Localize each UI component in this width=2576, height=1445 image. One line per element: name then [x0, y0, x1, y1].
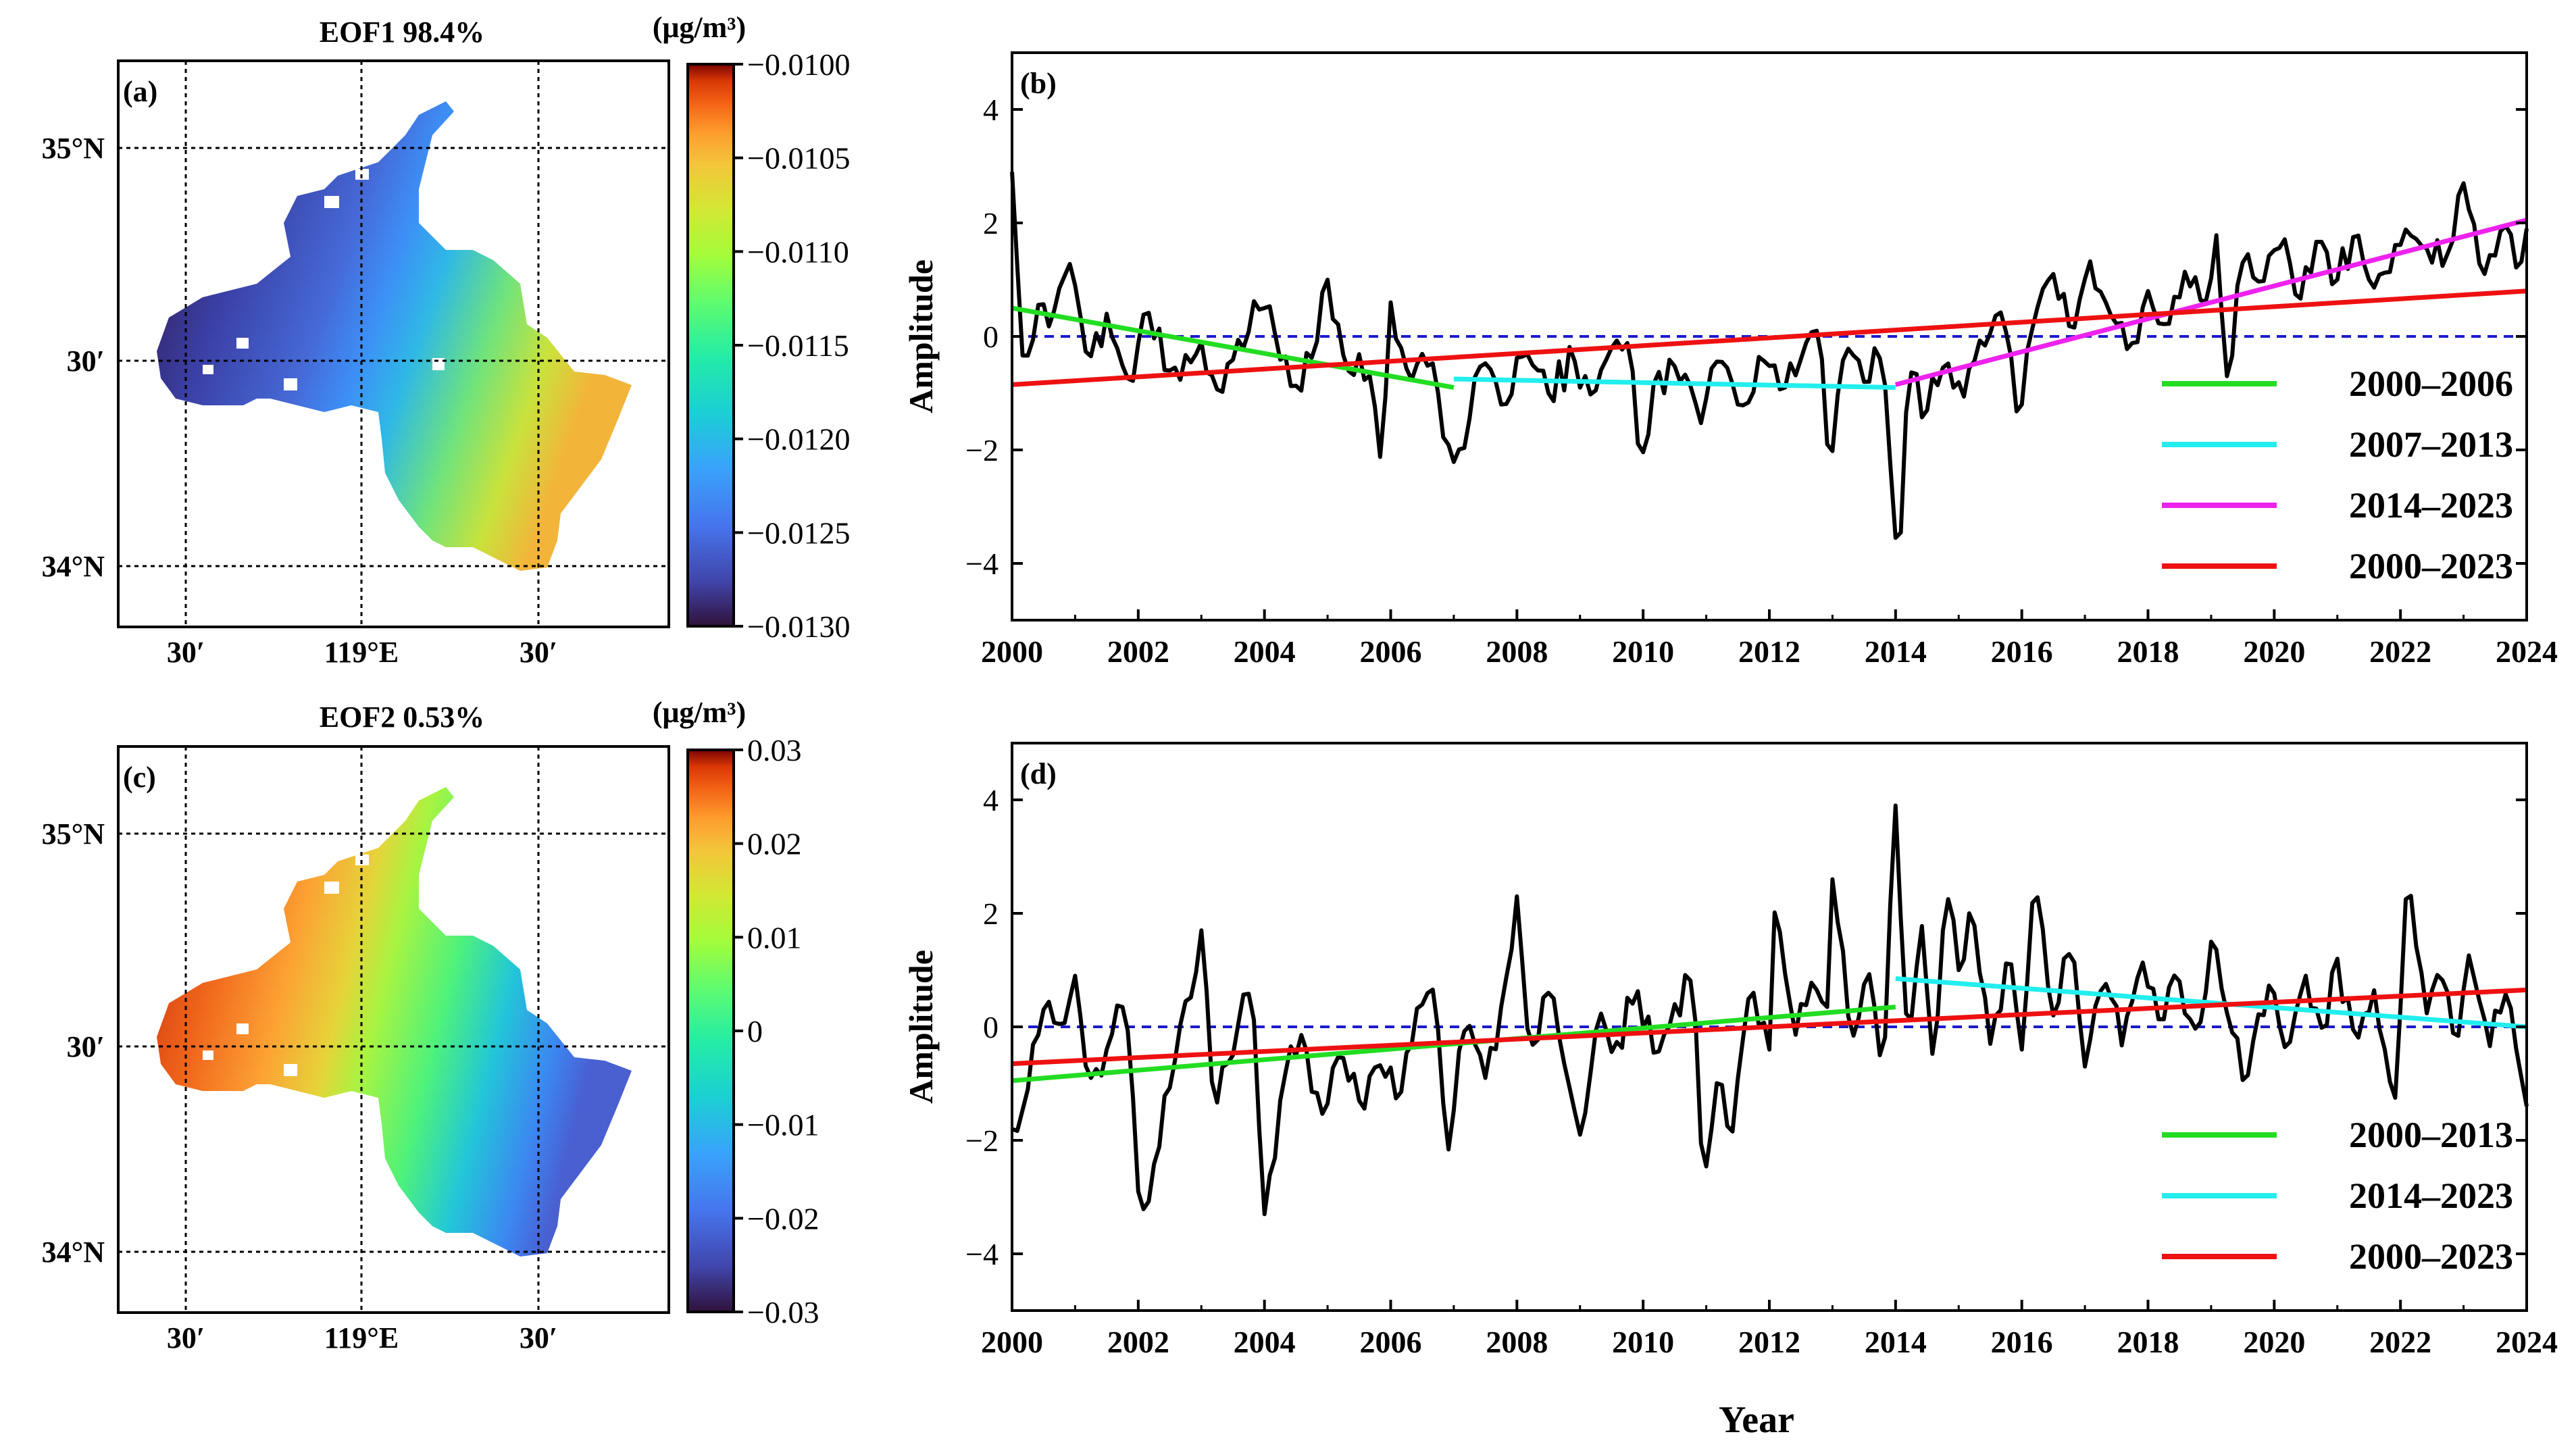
colorbar-tick-label: −0.0100: [747, 47, 850, 82]
pc1-panel-label: (b): [1020, 67, 1057, 100]
pc1-timeseries-panel: 2000 2002 2004 2006 2008 2010 2012 2014 2016 2018…: [902, 51, 2558, 669]
eof2-colorbar: [686, 749, 735, 1313]
legend-label: 2014–2023: [2349, 1175, 2513, 1216]
x-tick-label: 2004: [1234, 634, 1296, 669]
x-tick-label: 2024: [2496, 634, 2558, 669]
eof2-xtick-3: 30′: [520, 1321, 557, 1354]
trend-line-green: [1011, 305, 1455, 390]
eof1-xtick-1: 30′: [167, 636, 205, 669]
colorbar-tick-label: −0.02: [747, 1201, 819, 1236]
pc2-ylabel: Amplitude: [902, 950, 940, 1104]
x-tick-label: 2006: [1360, 634, 1422, 669]
x-tick-label: 2000: [981, 634, 1043, 669]
x-tick-label: 2008: [1486, 1325, 1548, 1359]
x-tick-label: 2012: [1738, 634, 1800, 669]
legend-label: 2000–2023: [2349, 1236, 2513, 1277]
x-tick-label: 2000: [981, 1325, 1043, 1359]
colorbar-tick-label: −0.0125: [747, 515, 850, 550]
eof1-colorbar-unit: (μg/m³): [653, 11, 746, 44]
colorbar-tick-label: −0.0130: [747, 609, 850, 644]
eof2-ytick-1: 35°N: [42, 817, 105, 851]
colorbar-tick-label: 0.02: [747, 827, 802, 861]
x-tick-label: 2006: [1360, 1325, 1422, 1359]
x-tick-label: 2024: [2496, 1325, 2558, 1359]
x-tick-label: 2018: [2117, 1325, 2179, 1359]
y-tick-label: 2: [983, 896, 999, 931]
trend-line-red: [1011, 288, 2527, 387]
colorbar-tick-label: −0.0115: [747, 328, 849, 363]
y-tick-label: 0: [983, 1010, 999, 1044]
eof2-field: [157, 787, 632, 1257]
eof1-xtick-2: 119°E: [324, 636, 399, 669]
amplitude-series-line: [1010, 172, 2529, 540]
trend-line-red: [1011, 987, 2527, 1067]
colorbar-tick-label: −0.01: [747, 1108, 819, 1142]
trend-line-cyan: [1453, 376, 1896, 390]
colorbar-tick-label: −0.03: [747, 1295, 819, 1329]
x-tick-label: 2022: [2369, 1325, 2431, 1359]
trend-line-cyan: [1895, 976, 2527, 1030]
eof1-xtick-3: 30′: [520, 636, 557, 669]
x-tick-label: 2014: [1865, 1325, 1927, 1359]
y-tick-label: 2: [983, 206, 999, 240]
x-tick-label: 2002: [1107, 634, 1169, 669]
legend-label: 2000–2023: [2349, 546, 2513, 586]
legend-label: 2000–2013: [2349, 1115, 2513, 1155]
eof1-graticule: [118, 61, 669, 627]
amplitude-series-line: [1011, 803, 2529, 1217]
y-tick-label: 0: [983, 320, 999, 354]
eof1-field: [157, 101, 632, 571]
y-tick-label: 4: [983, 783, 999, 817]
eof2-panel-label: (c): [123, 761, 156, 794]
pc2-xlabel: Year: [1719, 1399, 1794, 1441]
eof2-ytick-3: 34°N: [42, 1236, 105, 1269]
x-tick-label: 2020: [2243, 1325, 2305, 1359]
colorbar-tick-label: −0.0110: [747, 234, 849, 269]
eof1-ytick-3: 34°N: [42, 550, 105, 583]
eof2-xtick-2: 119°E: [324, 1321, 399, 1354]
x-tick-label: 2010: [1612, 1325, 1674, 1359]
y-tick-label: −4: [965, 1237, 999, 1271]
y-tick-label: 4: [983, 93, 999, 127]
colorbar-tick-label: −0.0105: [747, 141, 850, 176]
colorbar-tick-label: 0.03: [747, 733, 802, 767]
colorbar-tick-label: −0.0120: [747, 422, 850, 457]
x-tick-label: 2014: [1865, 634, 1927, 669]
y-tick-label: −2: [965, 433, 999, 467]
colorbar-tick-label: 0: [747, 1014, 763, 1048]
legend-label: 2007–2013: [2349, 424, 2513, 465]
x-tick-label: 2012: [1738, 1325, 1800, 1359]
eof2-colorbar-unit: (μg/m³): [653, 696, 746, 729]
eof2-ytick-2: 30′: [67, 1030, 105, 1063]
y-tick-label: −2: [965, 1123, 999, 1158]
trend-line-magenta: [1894, 218, 2527, 387]
pc1-ylabel: Amplitude: [902, 259, 940, 413]
pc2-panel-label: (d): [1020, 757, 1057, 790]
x-tick-label: 2022: [2369, 634, 2431, 669]
eof2-graticule: [118, 746, 669, 1313]
x-tick-label: 2018: [2117, 634, 2179, 669]
x-tick-label: 2010: [1612, 634, 1674, 669]
eof1-colorbar: [686, 63, 735, 628]
eof1-map-panel: EOF1 98.4% (μg/m³) (a) 35°N 30′ 34°N 30′…: [42, 11, 851, 669]
eof2-title: EOF2 0.53%: [320, 701, 484, 734]
x-tick-label: 2008: [1486, 634, 1548, 669]
eof1-panel-label: (a): [123, 75, 157, 108]
eof2-xtick-1: 30′: [167, 1321, 205, 1354]
y-tick-label: −4: [965, 547, 999, 581]
eof1-ytick-1: 35°N: [42, 132, 105, 165]
legend-label: 2014–2023: [2349, 485, 2513, 526]
x-tick-label: 2002: [1107, 1325, 1169, 1359]
legend-label: 2000–2006: [2349, 363, 2513, 404]
x-tick-label: 2016: [1991, 1325, 2053, 1359]
x-tick-label: 2020: [2243, 634, 2305, 669]
colorbar-tick-label: 0.01: [747, 920, 802, 955]
eof1-title: EOF1 98.4%: [320, 16, 484, 49]
eof2-map-panel: EOF2 0.53% (μg/m³) (c) 35°N 30′ 34°N 30′…: [42, 696, 819, 1354]
eof1-ytick-2: 30′: [67, 345, 105, 378]
x-tick-label: 2004: [1234, 1325, 1296, 1359]
x-tick-label: 2016: [1991, 634, 2053, 669]
pc2-timeseries-panel: 2000 2002 2004 2006 2008 2010 2012 2014 2016 2018…: [902, 742, 2558, 1441]
